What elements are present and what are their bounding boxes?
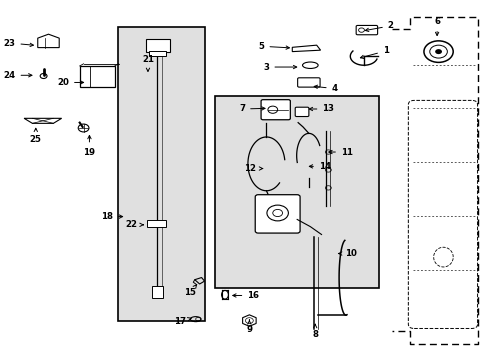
Text: 2: 2	[365, 21, 393, 32]
Text: 25: 25	[30, 128, 41, 144]
Text: 24: 24	[3, 71, 32, 80]
Text: 13: 13	[309, 104, 334, 113]
Circle shape	[434, 49, 441, 54]
Text: 17: 17	[174, 317, 191, 326]
Text: 1: 1	[360, 46, 388, 59]
Text: 19: 19	[83, 135, 95, 157]
Text: 18: 18	[101, 212, 122, 221]
Bar	[152, 286, 162, 298]
Bar	[118, 27, 205, 320]
Text: 4: 4	[313, 84, 337, 93]
Text: 23: 23	[3, 39, 33, 48]
Bar	[80, 66, 115, 87]
Bar	[147, 220, 165, 227]
FancyBboxPatch shape	[295, 107, 308, 117]
Bar	[149, 51, 166, 56]
Text: 7: 7	[239, 104, 264, 113]
FancyBboxPatch shape	[261, 100, 290, 120]
FancyBboxPatch shape	[255, 195, 300, 233]
Text: 5: 5	[258, 42, 289, 51]
Text: 6: 6	[433, 17, 439, 36]
Text: 20: 20	[57, 78, 83, 87]
Bar	[215, 96, 378, 288]
Text: 21: 21	[142, 55, 154, 71]
FancyBboxPatch shape	[355, 26, 377, 35]
Text: 12: 12	[244, 164, 262, 173]
Text: 16: 16	[232, 291, 259, 300]
Text: 22: 22	[125, 220, 143, 229]
Text: 9: 9	[246, 320, 252, 334]
Text: 15: 15	[183, 285, 196, 297]
Text: 10: 10	[338, 249, 356, 258]
Text: 11: 11	[328, 148, 352, 157]
Text: 14: 14	[309, 162, 330, 171]
Text: 3: 3	[263, 63, 296, 72]
Text: 8: 8	[311, 324, 318, 339]
Bar	[146, 39, 170, 51]
FancyBboxPatch shape	[297, 78, 320, 87]
